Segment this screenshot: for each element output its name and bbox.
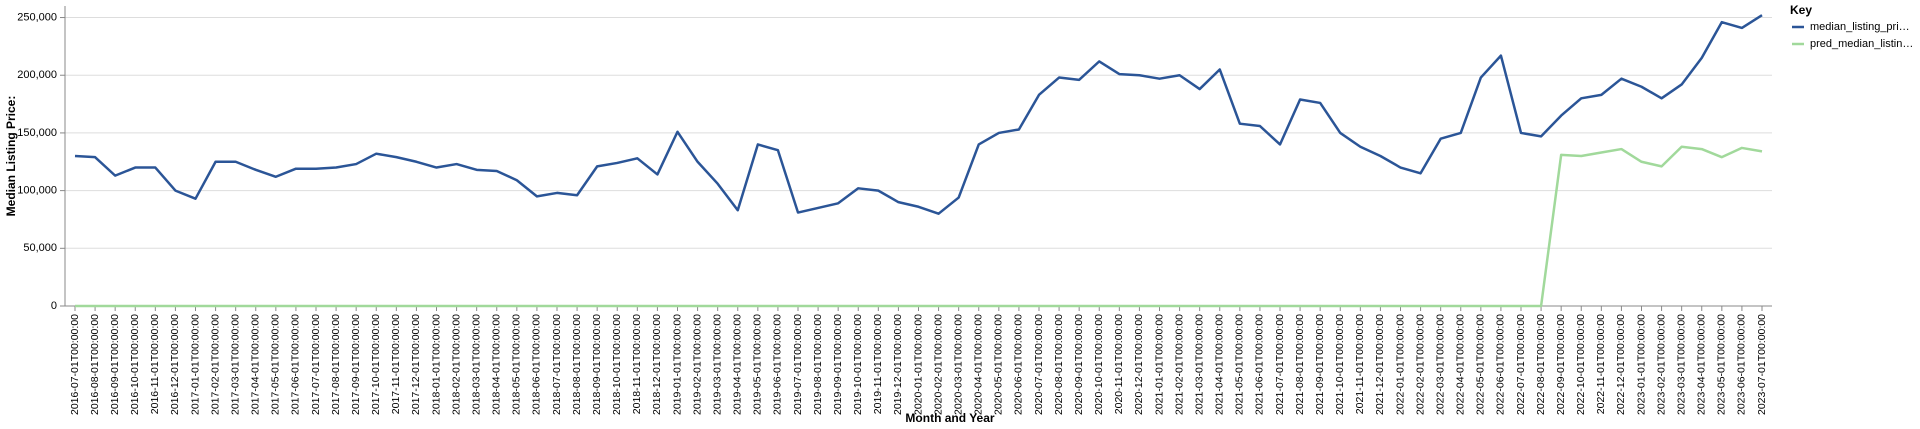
y-tick-label: 100,000 <box>17 185 57 197</box>
x-tick-label: 2019-11-01T00:00:00 <box>872 314 884 414</box>
x-tick-label: 2021-01-01T00:00:00 <box>1153 314 1165 415</box>
x-tick-label: 2023-01-01T00:00:00 <box>1635 314 1647 415</box>
x-tick-label: 2019-01-01T00:00:00 <box>671 314 683 415</box>
x-tick-label: 2021-10-01T00:00:00 <box>1334 314 1346 415</box>
x-tick-label: 2020-07-01T00:00:00 <box>1033 314 1045 415</box>
x-tick-label: 2022-09-01T00:00:00 <box>1555 314 1567 415</box>
x-tick-label: 2022-08-01T00:00:00 <box>1535 314 1547 415</box>
series-line <box>75 145 1763 308</box>
legend-label: pred_median_listin… <box>1810 38 1913 50</box>
x-tick-label: 2017-10-01T00:00:00 <box>370 314 382 415</box>
x-tick-label: 2022-05-01T00:00:00 <box>1475 314 1487 415</box>
x-tick-label: 2021-06-01T00:00:00 <box>1254 314 1266 415</box>
x-tick-label: 2023-02-01T00:00:00 <box>1655 314 1667 415</box>
x-tick-label: 2023-06-01T00:00:00 <box>1736 314 1748 415</box>
x-tick-label: 2021-05-01T00:00:00 <box>1234 314 1246 415</box>
x-tick-label: 2017-07-01T00:00:00 <box>310 314 322 415</box>
x-tick-label: 2017-12-01T00:00:00 <box>410 314 422 415</box>
x-tick-label: 2019-03-01T00:00:00 <box>711 314 723 415</box>
x-tick-label: 2018-12-01T00:00:00 <box>651 314 663 415</box>
y-tick-label: 0 <box>51 300 57 312</box>
x-tick-label: 2022-10-01T00:00:00 <box>1575 314 1587 415</box>
x-tick-label: 2020-10-01T00:00:00 <box>1093 314 1105 415</box>
x-tick-label: 2016-07-01T00:00:00 <box>69 314 81 415</box>
x-tick-label: 2018-09-01T00:00:00 <box>591 314 603 415</box>
x-tick-label: 2018-08-01T00:00:00 <box>571 314 583 415</box>
x-tick-label: 2021-04-01T00:00:00 <box>1214 314 1226 415</box>
x-tick-label: 2017-02-01T00:00:00 <box>209 314 221 415</box>
x-tick-label: 2018-10-01T00:00:00 <box>611 314 623 415</box>
x-tick-label: 2019-06-01T00:00:00 <box>772 314 784 415</box>
x-tick-label: 2022-02-01T00:00:00 <box>1414 314 1426 415</box>
x-tick-label: 2021-03-01T00:00:00 <box>1193 314 1205 415</box>
x-tick-label: 2022-03-01T00:00:00 <box>1434 314 1446 415</box>
x-tick-label: 2019-04-01T00:00:00 <box>732 314 744 415</box>
x-tick-label: 2018-05-01T00:00:00 <box>511 314 523 415</box>
legend-label: median_listing_pri… <box>1810 21 1910 33</box>
x-tick-label: 2019-10-01T00:00:00 <box>852 314 864 415</box>
x-tick-label: 2020-04-01T00:00:00 <box>973 314 985 415</box>
x-tick-label: 2020-09-01T00:00:00 <box>1073 314 1085 415</box>
x-tick-label: 2016-10-01T00:00:00 <box>129 314 141 415</box>
x-tick-label: 2021-02-01T00:00:00 <box>1173 314 1185 415</box>
x-tick-label: 2019-05-01T00:00:00 <box>752 314 764 415</box>
series-line <box>74 14 1763 215</box>
x-tick-label: 2020-11-01T00:00:00 <box>1113 314 1125 414</box>
x-tick-label: 2018-06-01T00:00:00 <box>531 314 543 415</box>
x-tick-label: 2019-02-01T00:00:00 <box>691 314 703 415</box>
x-tick-label: 2017-06-01T00:00:00 <box>290 314 302 415</box>
x-tick-label: 2019-07-01T00:00:00 <box>792 314 804 415</box>
x-tick-label: 2021-07-01T00:00:00 <box>1274 314 1286 415</box>
x-tick-label: 2023-07-01T00:00:00 <box>1756 314 1768 415</box>
x-tick-label: 2016-12-01T00:00:00 <box>169 314 181 415</box>
x-tick-label: 2017-08-01T00:00:00 <box>330 314 342 415</box>
x-tick-label: 2017-01-01T00:00:00 <box>189 314 201 415</box>
x-tick-label: 2017-05-01T00:00:00 <box>270 314 282 415</box>
x-axis-title: Month and Year <box>905 411 994 425</box>
x-tick-label: 2016-09-01T00:00:00 <box>109 314 121 415</box>
y-tick-label: 250,000 <box>17 11 57 23</box>
x-tick-label: 2017-03-01T00:00:00 <box>229 314 241 415</box>
x-tick-label: 2023-03-01T00:00:00 <box>1675 314 1687 415</box>
x-tick-label: 2021-12-01T00:00:00 <box>1374 314 1386 415</box>
y-axis-title: Median Listing Price: <box>4 96 18 217</box>
x-tick-label: 2020-03-01T00:00:00 <box>952 314 964 415</box>
x-tick-label: 2019-12-01T00:00:00 <box>892 314 904 415</box>
x-tick-label: 2016-11-01T00:00:00 <box>149 314 161 414</box>
legend-title: Key <box>1790 3 1812 17</box>
x-tick-label: 2018-02-01T00:00:00 <box>450 314 462 415</box>
x-tick-label: 2022-11-01T00:00:00 <box>1595 314 1607 414</box>
x-tick-label: 2017-11-01T00:00:00 <box>390 314 402 414</box>
x-tick-label: 2021-09-01T00:00:00 <box>1314 314 1326 415</box>
x-tick-label: 2022-12-01T00:00:00 <box>1615 314 1627 415</box>
x-tick-label: 2019-08-01T00:00:00 <box>812 314 824 415</box>
x-tick-label: 2022-01-01T00:00:00 <box>1394 314 1406 415</box>
x-tick-label: 2023-05-01T00:00:00 <box>1716 314 1728 415</box>
x-tick-label: 2020-12-01T00:00:00 <box>1133 314 1145 415</box>
x-tick-label: 2023-04-01T00:00:00 <box>1696 314 1708 415</box>
x-tick-label: 2018-07-01T00:00:00 <box>551 314 563 415</box>
y-tick-label: 150,000 <box>17 127 57 139</box>
y-tick-label: 200,000 <box>17 69 57 81</box>
x-tick-label: 2018-01-01T00:00:00 <box>430 314 442 415</box>
x-tick-label: 2020-06-01T00:00:00 <box>1013 314 1025 415</box>
x-tick-label: 2018-03-01T00:00:00 <box>470 314 482 415</box>
x-tick-label: 2022-07-01T00:00:00 <box>1515 314 1527 415</box>
x-tick-label: 2017-04-01T00:00:00 <box>250 314 262 415</box>
x-tick-label: 2016-08-01T00:00:00 <box>89 314 101 415</box>
x-tick-label: 2018-11-01T00:00:00 <box>631 314 643 414</box>
x-tick-label: 2020-02-01T00:00:00 <box>932 314 944 415</box>
x-tick-label: 2017-09-01T00:00:00 <box>350 314 362 415</box>
x-tick-label: 2022-06-01T00:00:00 <box>1495 314 1507 415</box>
x-tick-label: 2018-04-01T00:00:00 <box>491 314 503 415</box>
x-tick-label: 2022-04-01T00:00:00 <box>1455 314 1467 415</box>
x-tick-label: 2020-08-01T00:00:00 <box>1053 314 1065 415</box>
x-tick-label: 2020-01-01T00:00:00 <box>912 314 924 415</box>
x-tick-label: 2021-11-01T00:00:00 <box>1354 314 1366 414</box>
x-tick-label: 2021-08-01T00:00:00 <box>1294 314 1306 415</box>
x-tick-label: 2020-05-01T00:00:00 <box>993 314 1005 415</box>
x-tick-label: 2019-09-01T00:00:00 <box>832 314 844 415</box>
y-tick-label: 50,000 <box>23 242 57 254</box>
